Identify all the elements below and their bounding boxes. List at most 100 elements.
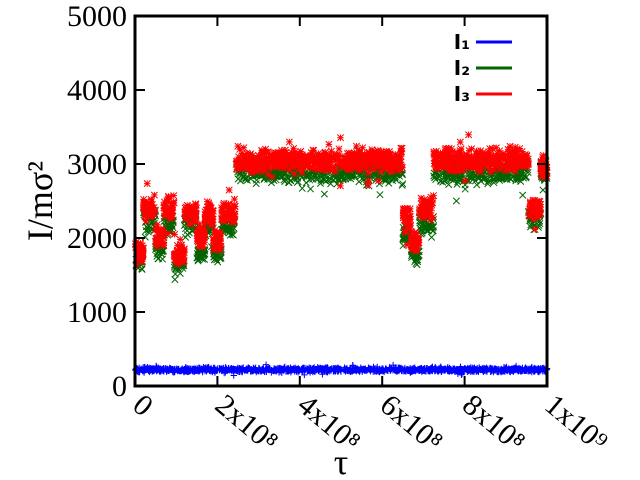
data-point: [389, 361, 397, 369]
data-point: [271, 149, 279, 157]
data-point: [533, 198, 541, 206]
data-point: [490, 368, 497, 376]
data-point: [208, 218, 216, 227]
data-point: [374, 146, 382, 154]
data-point: [455, 163, 463, 171]
data-point: [207, 221, 216, 229]
data-point: [355, 147, 364, 155]
data-point: [512, 365, 519, 372]
data-point: [439, 151, 447, 160]
data-point: [538, 164, 547, 172]
data-point: [349, 157, 357, 165]
data-point: [323, 159, 331, 167]
data-point: [469, 156, 477, 164]
data-point: [447, 160, 455, 169]
data-point: [226, 214, 234, 222]
data-point: [484, 175, 492, 183]
data-point: [448, 148, 456, 156]
data-point: [197, 225, 205, 233]
x-tick-label: 6x10⁸: [374, 388, 449, 459]
data-point: [152, 225, 160, 233]
data-point: [245, 164, 253, 172]
data-point: [429, 199, 437, 207]
data-point: [176, 269, 184, 277]
data-point: [359, 154, 368, 162]
data-point: [242, 154, 250, 162]
data-point: [351, 366, 359, 373]
data-point: [540, 159, 548, 167]
data-point: [171, 230, 179, 238]
data-point: [428, 365, 435, 373]
data-point: [288, 148, 296, 156]
data-point: [403, 241, 411, 249]
data-point: [320, 164, 328, 172]
data-point: [407, 228, 415, 236]
data-point: [490, 365, 498, 373]
series-3: [131, 131, 551, 268]
data-point: [150, 210, 158, 218]
data-point: [175, 366, 182, 373]
data-point: [485, 148, 493, 156]
data-point: [222, 203, 230, 211]
data-point: [405, 208, 413, 216]
data-point: [201, 228, 209, 236]
data-point: [506, 160, 514, 168]
data-point: [207, 364, 215, 372]
x-tick-label: 2x10⁸: [209, 388, 284, 459]
data-point: [535, 197, 543, 205]
data-point: [461, 153, 469, 162]
data-point: [520, 161, 528, 169]
data-point: [138, 257, 146, 266]
data-point: [535, 368, 542, 375]
data-point: [247, 169, 256, 177]
data-point: [496, 176, 504, 185]
data-point: [419, 366, 427, 374]
data-point: [177, 245, 185, 253]
data-point: [264, 148, 272, 156]
data-point: [229, 218, 237, 226]
data-point: [146, 207, 154, 215]
data-point: [150, 204, 158, 212]
data-point: [365, 156, 373, 164]
data-point: [136, 249, 145, 257]
data-point: [290, 144, 298, 152]
y-tick-label: 0: [112, 370, 127, 403]
data-point: [306, 185, 315, 193]
data-point: [411, 233, 419, 241]
data-point: [449, 153, 457, 161]
data-point: [290, 175, 299, 183]
series-1: [132, 361, 551, 379]
data-point: [310, 159, 318, 167]
data-point: [236, 145, 244, 153]
data-point: [539, 151, 547, 159]
data-point: [247, 368, 254, 375]
data-point: [238, 161, 246, 169]
data-point: [286, 151, 294, 159]
data-point: [298, 169, 306, 177]
data-point: [429, 192, 438, 200]
data-point: [426, 205, 434, 213]
data-point: [206, 203, 214, 211]
data-point: [514, 175, 522, 183]
data-point: [505, 166, 513, 174]
data-point: [383, 161, 391, 169]
data-point: [427, 212, 435, 220]
data-point: [407, 367, 415, 375]
data-point: [445, 144, 453, 152]
data-point: [305, 172, 313, 180]
data-point: [373, 162, 381, 170]
data-point: [431, 149, 439, 158]
x-tick-label: 4x10⁸: [291, 388, 366, 459]
data-point: [454, 167, 462, 175]
data-point: [138, 253, 147, 261]
x-tick-label: 8x10⁸: [456, 388, 531, 459]
data-point: [387, 167, 395, 175]
data-point: [237, 171, 246, 179]
data-point: [393, 163, 401, 171]
data-point: [467, 173, 475, 181]
data-point: [284, 178, 293, 186]
data-point: [211, 366, 219, 374]
x-tick-label: 0: [127, 388, 160, 423]
data-point: [217, 243, 225, 251]
data-point: [191, 217, 200, 225]
